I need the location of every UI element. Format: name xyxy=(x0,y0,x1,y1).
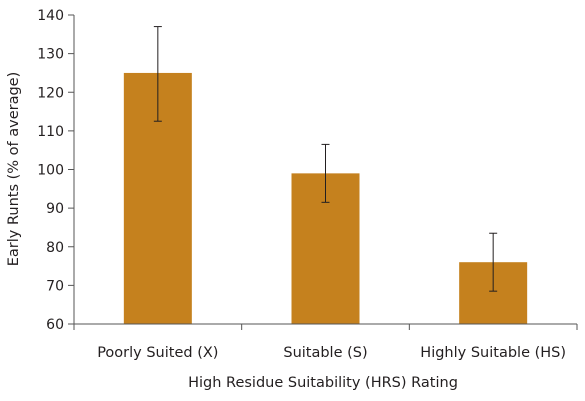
y-tick-label: 80 xyxy=(46,240,64,256)
error-bars xyxy=(153,26,498,292)
y-axis-label: Early Runts (% of average) xyxy=(6,72,22,267)
x-category-label: Poorly Suited (X) xyxy=(97,345,218,361)
x-category-label: Suitable (S) xyxy=(283,345,367,361)
y-tick-label: 130 xyxy=(37,47,64,63)
axes xyxy=(73,15,578,330)
y-tick-label: 60 xyxy=(46,317,64,333)
x-category-label: Highly Suitable (HS) xyxy=(420,345,566,361)
y-tick-label: 140 xyxy=(37,8,64,24)
y-tick-label: 110 xyxy=(37,124,64,140)
x-axis-categories: Poorly Suited (X) Suitable (S) Highly Suit… xyxy=(97,345,566,361)
y-axis-ticks: 60 70 80 90 100 110 120 130 140 xyxy=(37,8,74,333)
x-axis-label: High Residue Suitability (HRS) Rating xyxy=(188,375,458,391)
y-tick-label: 100 xyxy=(37,163,64,179)
y-tick-label: 90 xyxy=(46,201,64,217)
y-tick-label: 70 xyxy=(46,278,64,294)
y-tick-label: 120 xyxy=(37,85,64,101)
